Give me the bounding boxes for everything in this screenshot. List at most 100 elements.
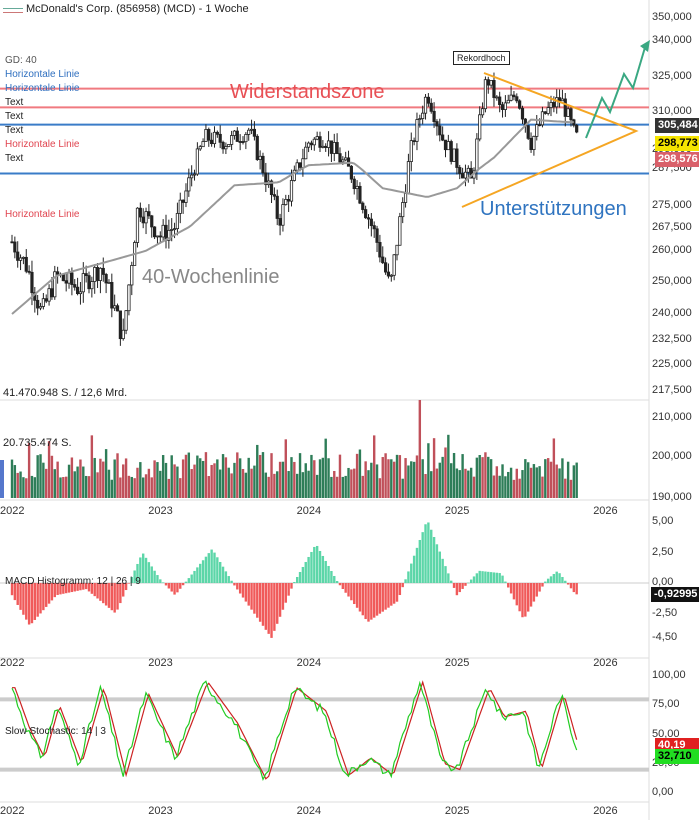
price-tick-label: 217,500: [652, 384, 692, 396]
candle-body: [466, 167, 470, 173]
macd-bar: [253, 583, 256, 614]
macd-bar: [489, 572, 493, 583]
text-label-1[interactable]: Text: [5, 97, 24, 108]
volume-bar: [555, 464, 558, 498]
volume-bar: [13, 465, 17, 498]
candle-body: [515, 96, 519, 102]
volume-bar: [181, 459, 185, 498]
macd-bar: [19, 583, 22, 610]
volume-bar: [544, 459, 547, 498]
candle-body: [144, 211, 148, 224]
text-label-2[interactable]: Text: [5, 111, 24, 122]
macd-bar: [102, 583, 105, 604]
volume-bar: [361, 475, 364, 498]
candle-body: [532, 135, 536, 150]
price-tick-label: 210,000: [652, 411, 692, 423]
volume-bar: [355, 453, 359, 498]
volume-bar: [276, 471, 279, 498]
candle-body: [181, 199, 185, 203]
macd-bar: [287, 583, 290, 596]
price-tick-label: 267,500: [652, 221, 692, 233]
stoch-tick-label: 100,00: [652, 669, 686, 681]
candle-body: [389, 274, 393, 277]
candle-body: [489, 80, 493, 86]
macd-bar: [113, 583, 116, 613]
time-tick-label: 2026: [593, 505, 618, 517]
macd-tick-label: 2,50: [652, 545, 674, 558]
candle-body: [480, 108, 485, 116]
macd-bar: [432, 537, 436, 583]
time-tick-label: 2024: [296, 805, 322, 817]
candles: [10, 72, 579, 346]
volume-bar: [401, 478, 404, 498]
macd-bar: [250, 583, 253, 610]
macd-bar: [293, 581, 296, 583]
time-tick-label: 2024: [296, 657, 322, 669]
text-label-3[interactable]: Text: [5, 125, 24, 136]
volume-bar: [449, 463, 453, 498]
volume-bar: [210, 464, 213, 498]
macd-bar: [464, 583, 467, 586]
volume-bar: [381, 457, 384, 498]
macd-bar: [558, 573, 561, 583]
price-tick-label: 200,000: [652, 450, 692, 462]
candle-body: [229, 135, 234, 145]
h-line-label-3[interactable]: Horizontale Linie: [5, 139, 80, 150]
macd-bar: [333, 575, 336, 583]
volume-bar: [507, 471, 510, 498]
macd-bar: [541, 583, 544, 587]
candle-body: [506, 99, 510, 104]
candle-body: [498, 96, 502, 106]
candle-body: [138, 207, 142, 218]
candle-body: [429, 102, 433, 112]
macd-bar: [324, 560, 327, 583]
candle-body: [415, 119, 419, 142]
volume-bar: [273, 473, 276, 498]
volume-bar: [521, 470, 524, 498]
macd-bar: [458, 583, 461, 593]
volume-bar: [164, 462, 168, 498]
macd-bar: [526, 583, 530, 612]
volume-bar: [313, 460, 316, 498]
volume-bar: [167, 478, 171, 498]
h-line-label-4[interactable]: Horizontale Linie: [5, 209, 80, 220]
volume-bar: [569, 479, 573, 498]
candle-body: [540, 111, 545, 126]
macd-bar: [441, 558, 444, 583]
candle-body: [207, 129, 211, 141]
macd-bar: [421, 532, 424, 583]
macd-bar: [552, 573, 556, 583]
candle-body: [478, 114, 482, 140]
macd-bar: [218, 561, 222, 583]
macd-bar: [498, 573, 501, 583]
volume-bar: [130, 476, 133, 498]
candle-body: [312, 138, 316, 146]
macd-bar: [233, 583, 236, 586]
candle-body: [16, 251, 20, 261]
candle-body: [107, 281, 111, 284]
macd-bar: [447, 573, 450, 583]
volume-bar: [375, 464, 379, 498]
candle-body: [535, 124, 539, 137]
macd-bar: [213, 552, 216, 583]
candle-body: [569, 108, 573, 121]
macd-bar: [53, 583, 56, 598]
support-label: Unterstützungen: [480, 198, 627, 220]
time-tick-label: 2023: [148, 805, 173, 817]
macd-bar: [247, 583, 250, 606]
candle-body: [130, 265, 134, 286]
text-label-4[interactable]: Text: [5, 153, 24, 164]
h-line-label-1[interactable]: Horizontale Linie: [5, 69, 80, 80]
macd-bar: [298, 571, 302, 583]
macd-bar: [82, 583, 85, 590]
volume-max-label: 41.470.948 S. / 12,6 Mrd.: [3, 387, 128, 399]
macd-bar: [492, 572, 496, 583]
candle-body: [443, 139, 448, 151]
macd-bar: [84, 583, 88, 590]
legend-icon: [3, 8, 23, 13]
volume-bar: [532, 464, 536, 498]
macd-bar: [404, 579, 407, 583]
volume-bar: [104, 449, 108, 498]
volume-bar: [244, 472, 248, 498]
h-line-label-2[interactable]: Horizontale Linie: [5, 83, 80, 94]
